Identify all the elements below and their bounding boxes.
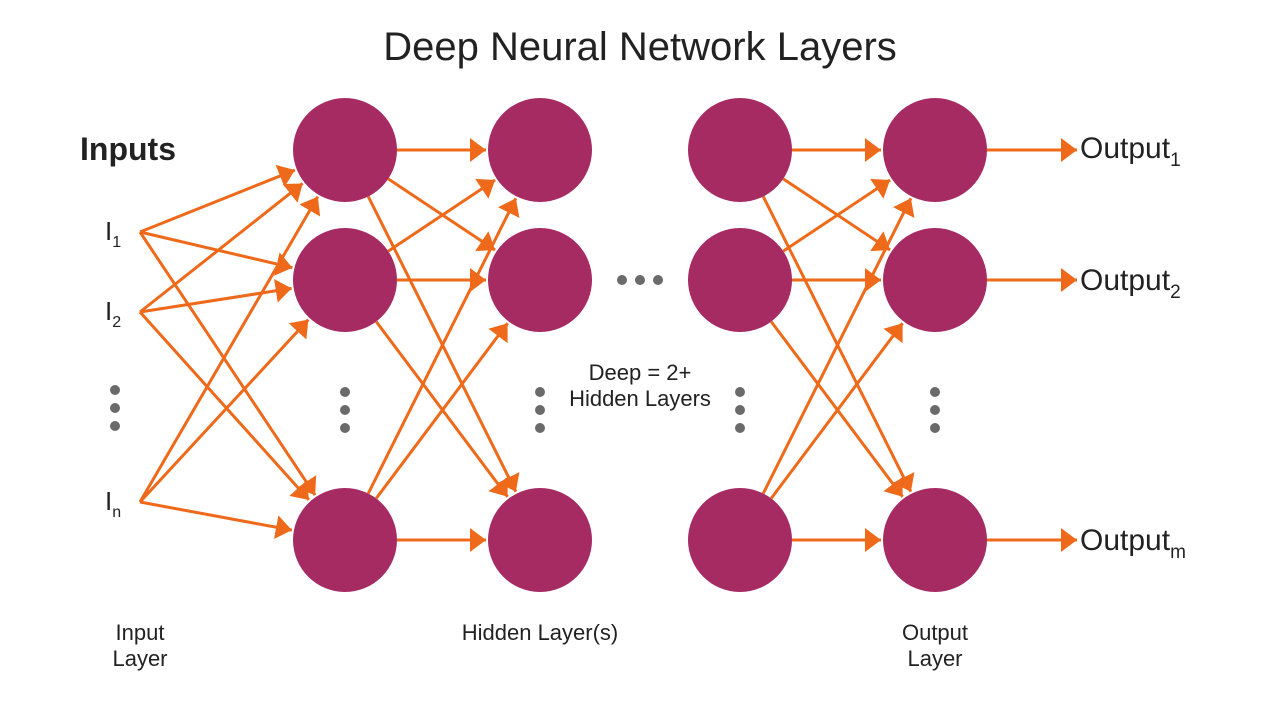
ellipsis-dot	[930, 423, 940, 433]
caption-input-2: Layer	[112, 646, 167, 671]
ellipsis-dot	[735, 423, 745, 433]
neuron-node	[488, 488, 592, 592]
ellipsis-dot	[635, 275, 645, 285]
neuron-node	[293, 228, 397, 332]
neuron-node	[688, 228, 792, 332]
ellipsis-dot	[110, 385, 120, 395]
caption-output-2: Layer	[907, 646, 962, 671]
ellipsis-dot	[535, 423, 545, 433]
caption-hidden: Hidden Layer(s)	[462, 620, 619, 645]
output-label-0: Output1	[1080, 132, 1181, 171]
ellipsis-dot	[340, 423, 350, 433]
connection-arrow	[140, 288, 292, 312]
ellipsis-dot	[535, 405, 545, 415]
diagram-title: Deep Neural Network Layers	[383, 25, 897, 69]
output-label-2: Outputm	[1080, 524, 1186, 563]
neuron-node	[688, 488, 792, 592]
labels-group: Deep Neural Network Layers Inputs I1 I2 In Ou…	[80, 25, 1186, 671]
ellipsis-dot	[535, 387, 545, 397]
ellipsis-dot	[110, 421, 120, 431]
neuron-node	[293, 488, 397, 592]
connection-arrow	[140, 170, 295, 232]
connection-arrows	[140, 150, 1077, 540]
ellipsis-dot	[110, 403, 120, 413]
neuron-node	[883, 98, 987, 202]
neuron-node	[488, 98, 592, 202]
input-label-0: I1	[105, 216, 121, 251]
neural-network-diagram: Deep Neural Network Layers Inputs I1 I2 In Ou…	[0, 0, 1280, 720]
mid-caption-1: Deep = 2+	[589, 360, 692, 385]
mid-caption-2: Hidden Layers	[569, 386, 711, 411]
neuron-nodes	[293, 98, 987, 592]
neuron-node	[883, 488, 987, 592]
ellipsis-dot	[930, 387, 940, 397]
ellipsis-dot	[617, 275, 627, 285]
connection-arrow	[140, 183, 303, 312]
caption-output-1: Output	[902, 620, 968, 645]
neuron-node	[293, 98, 397, 202]
ellipsis-dot	[340, 387, 350, 397]
inputs-heading: Inputs	[80, 131, 176, 167]
ellipsis-dot	[930, 405, 940, 415]
connection-arrow	[140, 312, 309, 500]
ellipsis-dot	[735, 387, 745, 397]
ellipsis-dot	[653, 275, 663, 285]
connection-arrow	[140, 232, 292, 268]
ellipsis-dot	[735, 405, 745, 415]
input-label-2: In	[105, 486, 121, 521]
connection-arrow	[140, 502, 292, 530]
caption-input-1: Input	[116, 620, 165, 645]
neuron-node	[883, 228, 987, 332]
neuron-node	[688, 98, 792, 202]
input-label-1: I2	[105, 296, 121, 331]
connection-arrow	[140, 320, 308, 502]
output-label-1: Output2	[1080, 264, 1181, 303]
ellipsis-dot	[340, 405, 350, 415]
neuron-node	[488, 228, 592, 332]
